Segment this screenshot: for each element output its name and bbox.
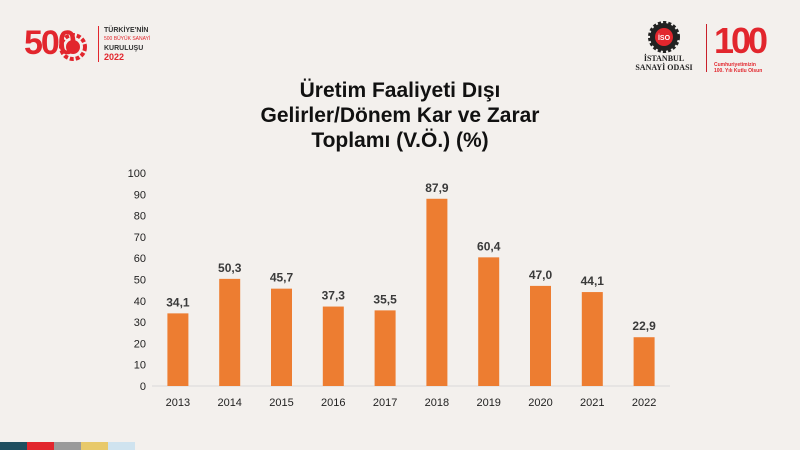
bar xyxy=(322,306,344,386)
data-label: 35,5 xyxy=(373,292,397,306)
logo-divider xyxy=(98,26,99,62)
bar xyxy=(219,278,241,386)
centennial-number: 100 xyxy=(714,20,768,61)
x-tick-label: 2020 xyxy=(528,397,552,409)
chart-title-line1: Üretim Faaliyeti Dışı xyxy=(299,79,501,102)
footer-segment xyxy=(27,442,54,450)
chart-title: Üretim Faaliyeti Dışı Gelirler/Dönem Kar… xyxy=(200,78,600,153)
logo-500-line1: TÜRKİYE'NİN xyxy=(104,27,149,34)
x-tick-label: 2015 xyxy=(269,397,293,409)
logo-istanbul-sanayi-odasi: İSO İSTANBUL SANAYİ ODASI xyxy=(624,20,704,80)
centennial-line2: 100. Yılı Kutlu Olsun xyxy=(714,68,763,74)
x-tick-label: 2018 xyxy=(425,397,449,409)
bar xyxy=(478,257,500,386)
iso-badge-text: İSO xyxy=(658,34,671,42)
y-tick-label: 70 xyxy=(134,232,146,244)
data-label: 60,4 xyxy=(477,239,501,253)
x-tick-label: 2017 xyxy=(373,397,397,409)
bar xyxy=(633,337,655,386)
logo-500-line2: 500 BÜYÜK SANAYİ xyxy=(104,36,151,42)
centennial-caption: Cumhuriyetimizin 100. Yılı Kutlu Olsun xyxy=(714,62,762,74)
gear-icon xyxy=(59,33,87,61)
logo-500-line3: KURULUŞU xyxy=(104,45,144,52)
bar xyxy=(530,285,551,386)
data-label: 45,7 xyxy=(270,271,294,285)
centennial-divider xyxy=(706,24,707,72)
chart-title-line3: Toplamı (V.Ö.) (%) xyxy=(311,129,489,152)
data-label: 37,3 xyxy=(322,289,346,303)
y-tick-label: 60 xyxy=(134,253,146,265)
logo-centennial: 100 Cumhuriyetimizin 100. Yılı Kutlu Ols… xyxy=(706,20,790,78)
data-label: 22,9 xyxy=(632,319,656,333)
x-tick-label: 2013 xyxy=(166,397,190,409)
y-tick-label: 100 xyxy=(128,168,146,180)
footer-segment xyxy=(54,442,81,450)
iso-gear-icon: İSO xyxy=(648,21,680,53)
iso-line1: İSTANBUL xyxy=(643,54,685,63)
logo-500-text: TÜRKİYE'NİN 500 BÜYÜK SANAYİ KURULUŞU 20… xyxy=(104,26,150,62)
footer-color-bar xyxy=(0,442,135,450)
y-tick-label: 0 xyxy=(140,381,146,393)
bar xyxy=(581,292,603,386)
x-tick-label: 2014 xyxy=(217,397,241,409)
iso-line2: SANAYİ ODASI xyxy=(635,63,693,72)
y-tick-label: 30 xyxy=(134,317,146,329)
y-tick-label: 90 xyxy=(134,189,146,201)
y-tick-label: 40 xyxy=(134,296,146,308)
footer-segment xyxy=(108,442,135,450)
bar xyxy=(374,310,396,386)
y-tick-label: 10 xyxy=(134,360,146,372)
centennial-line1: Cumhuriyetimizin xyxy=(714,62,756,68)
x-tick-label: 2022 xyxy=(632,397,656,409)
data-label: 50,3 xyxy=(218,261,242,275)
x-tick-label: 2019 xyxy=(476,397,500,409)
bar xyxy=(271,288,292,386)
data-label: 87,9 xyxy=(425,181,449,195)
data-label: 47,0 xyxy=(529,268,553,282)
y-tick-label: 80 xyxy=(134,211,146,223)
y-tick-label: 50 xyxy=(134,275,146,287)
data-label: 34,1 xyxy=(166,295,190,309)
chart-title-line2: Gelirler/Dönem Kar ve Zarar xyxy=(260,104,540,127)
logo-500-year: 2022 xyxy=(104,52,125,62)
footer-segment xyxy=(81,442,108,450)
bar xyxy=(167,313,189,386)
logo-500-buyuk: 500 TÜRKİYE'NİN 500 BÜYÜK SANAYİ KURULUŞ… xyxy=(24,22,164,68)
data-label: 44,1 xyxy=(581,274,605,288)
x-tick-label: 2016 xyxy=(321,397,345,409)
y-tick-label: 20 xyxy=(134,338,146,350)
bar xyxy=(426,198,448,386)
footer-segment xyxy=(0,442,27,450)
x-tick-label: 2021 xyxy=(580,397,604,409)
